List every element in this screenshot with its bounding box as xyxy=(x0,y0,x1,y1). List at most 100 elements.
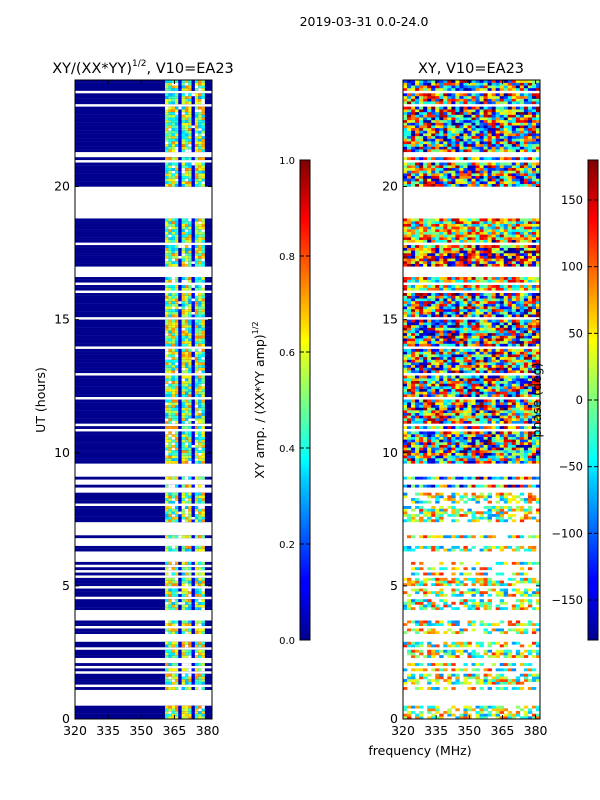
amplitude-cell xyxy=(171,519,176,523)
phase-cell xyxy=(455,367,460,371)
amplitude-cell xyxy=(198,601,202,605)
amplitude-cell xyxy=(194,673,199,677)
amplitude-row xyxy=(75,460,212,464)
phase-cell xyxy=(499,506,505,509)
phase-cell xyxy=(503,663,509,666)
amplitude-cell xyxy=(181,708,186,712)
amplitude-cell xyxy=(184,359,189,363)
phase-cell xyxy=(479,687,484,690)
amplitude-cell xyxy=(184,279,189,283)
phase-cell xyxy=(531,607,537,611)
amplitude-cell xyxy=(201,226,205,230)
phase-cell xyxy=(411,415,416,419)
phase-cell xyxy=(447,322,452,326)
phase-cell xyxy=(435,591,440,595)
amplitude-cell xyxy=(178,399,182,403)
phase-cell xyxy=(455,708,460,712)
amplitude-cell xyxy=(198,223,202,227)
amplitude-cell xyxy=(201,229,205,232)
amplitude-cell xyxy=(178,644,182,648)
amplitude-cell xyxy=(184,447,189,451)
phase-cell xyxy=(419,713,424,717)
phase-cell xyxy=(511,641,517,645)
phase-cell xyxy=(523,561,529,565)
phase-cell xyxy=(435,340,440,344)
phase-cell xyxy=(439,716,444,719)
amplitude-cell xyxy=(188,351,192,355)
amplitude-cell xyxy=(171,620,176,624)
amplitude-cell xyxy=(171,436,176,440)
amplitude-cell xyxy=(165,375,169,379)
amplitude-cell xyxy=(184,87,189,91)
amplitude-cell xyxy=(168,498,172,501)
phase-cell xyxy=(471,383,476,387)
amplitude-cell xyxy=(174,261,179,264)
amplitude-cell xyxy=(201,508,205,512)
amplitude-cell xyxy=(191,338,195,342)
amplitude-cell xyxy=(188,239,192,243)
amplitude-cell xyxy=(184,247,189,251)
amplitude-cell xyxy=(201,545,205,549)
phase-cell xyxy=(415,343,420,347)
phase-cell xyxy=(411,311,416,315)
phase-cell xyxy=(487,687,492,690)
amplitude-cell xyxy=(171,98,176,102)
amplitude-cell xyxy=(194,287,199,291)
amplitude-cell xyxy=(184,239,189,243)
phase-cell xyxy=(519,375,525,379)
amplitude-cell xyxy=(178,572,182,576)
phase-cell xyxy=(499,399,505,403)
phase-cell xyxy=(427,335,432,339)
phase-cell xyxy=(455,394,460,398)
amplitude-row xyxy=(75,673,212,677)
phase-cell xyxy=(499,370,505,374)
phase-cell xyxy=(423,599,428,603)
amplitude-cell xyxy=(201,716,205,719)
phase-cell xyxy=(527,410,533,414)
amplitude-cell xyxy=(171,580,176,584)
amplitude-cell xyxy=(174,111,179,115)
phase-cell xyxy=(527,420,533,424)
amplitude-cell xyxy=(191,354,195,358)
phase-cell xyxy=(435,388,440,392)
amplitude-cell xyxy=(171,628,176,632)
amplitude-cell xyxy=(201,375,205,379)
phase-cell xyxy=(443,452,448,456)
amplitude-cell xyxy=(194,572,199,576)
phase-cell xyxy=(471,311,476,315)
amplitude-cell xyxy=(201,255,205,259)
phase-cell xyxy=(491,455,496,459)
phase-cell xyxy=(415,388,420,392)
amplitude-cell xyxy=(174,476,179,480)
phase-cell xyxy=(443,601,448,605)
phase-cell xyxy=(447,407,452,411)
phase-cell xyxy=(447,378,452,382)
amplitude-cell xyxy=(188,623,192,627)
phase-cell xyxy=(483,458,488,461)
phase-cell xyxy=(519,356,525,360)
phase-cell xyxy=(427,380,432,384)
amplitude-cell xyxy=(178,404,182,408)
phase-cell xyxy=(523,332,529,336)
amplitude-cell xyxy=(165,308,169,312)
phase-cell xyxy=(455,577,460,581)
phase-cell xyxy=(475,391,480,395)
amplitude-cell xyxy=(174,641,179,645)
phase-cell xyxy=(479,535,484,539)
phase-cell xyxy=(523,711,529,714)
amplitude-cell xyxy=(165,250,169,254)
phase-cell xyxy=(427,356,432,360)
phase-cell xyxy=(463,343,468,347)
amplitude-cell xyxy=(165,114,169,118)
phase-cell xyxy=(491,418,496,421)
amplitude-cell xyxy=(191,434,195,437)
amplitude-cell xyxy=(168,591,172,595)
amplitude-cell xyxy=(165,367,169,371)
amplitude-cell xyxy=(165,359,169,363)
amplitude-cell xyxy=(181,418,186,421)
phase-cell xyxy=(515,338,521,342)
phase-cell xyxy=(499,513,505,517)
phase-cell xyxy=(455,458,460,461)
phase-cell xyxy=(475,359,480,363)
amplitude-cell xyxy=(174,386,179,390)
